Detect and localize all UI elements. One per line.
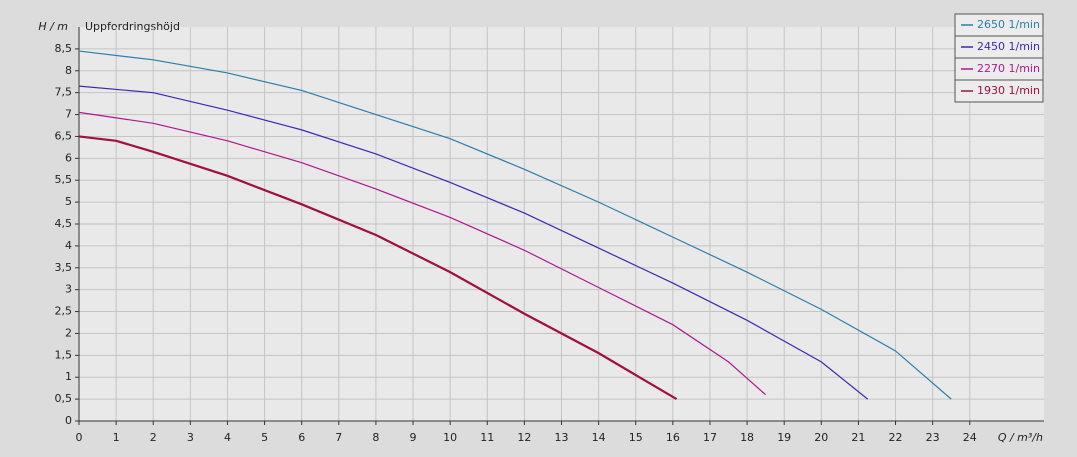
series-line <box>78 111 767 396</box>
x-tick-label: 18 <box>740 431 754 444</box>
y-tick-label: 5 <box>65 195 72 208</box>
x-axis-label: Q / m³/h <box>998 431 1043 444</box>
y-tick-label: 5,5 <box>55 173 73 186</box>
y-tick-label: 7 <box>65 108 72 121</box>
y-tick-label: 8 <box>65 64 72 77</box>
y-tick-label: 3,5 <box>55 261 73 274</box>
x-tick-label: 8 <box>372 431 379 444</box>
x-tick-label: 9 <box>410 431 417 444</box>
x-tick-label: 20 <box>814 431 828 444</box>
x-tick-label: 4 <box>224 431 231 444</box>
y-tick-label: 6 <box>65 151 72 164</box>
series-line <box>78 50 952 400</box>
y-tick-label: 4 <box>65 239 72 252</box>
legend-label: 2450 1/min <box>977 40 1040 53</box>
x-tick-label: 24 <box>963 431 977 444</box>
legend-label: 1930 1/min <box>977 84 1040 97</box>
x-tick-label: 7 <box>335 431 342 444</box>
y-tick-label: 2 <box>65 326 72 339</box>
x-tick-label: 3 <box>187 431 194 444</box>
y-tick-label: 3 <box>65 283 72 296</box>
y-tick-label: 0 <box>65 414 72 427</box>
y-tick-label: 4,5 <box>55 217 73 230</box>
x-tick-label: 13 <box>555 431 569 444</box>
x-tick-label: 21 <box>851 431 865 444</box>
x-tick-label: 14 <box>592 431 606 444</box>
x-tick-label: 2 <box>150 431 157 444</box>
x-tick-label: 10 <box>443 431 457 444</box>
x-tick-label: 15 <box>629 431 643 444</box>
x-tick-label: 16 <box>666 431 680 444</box>
x-tick-label: 5 <box>261 431 268 444</box>
x-tick-label: 17 <box>703 431 717 444</box>
x-tick-label: 11 <box>480 431 494 444</box>
y-tick-label: 8,5 <box>55 42 73 55</box>
x-tick-label: 12 <box>517 431 531 444</box>
series-line <box>78 135 678 401</box>
x-tick-label: 22 <box>889 431 903 444</box>
x-tick-label: 23 <box>926 431 940 444</box>
y-tick-label: 2,5 <box>55 305 73 318</box>
y-axis-label: H / m <box>38 20 68 33</box>
y-tick-label: 7,5 <box>55 86 73 99</box>
series-line <box>78 85 869 400</box>
y-tick-label: 1 <box>65 370 72 383</box>
y-tick-label: 6,5 <box>55 129 73 142</box>
legend-label: 2270 1/min <box>977 62 1040 75</box>
chart-title: Uppfordringshöjd <box>85 20 180 33</box>
x-tick-label: 19 <box>777 431 791 444</box>
x-tick-label: 1 <box>113 431 120 444</box>
x-tick-label: 6 <box>298 431 305 444</box>
legend-label: 2650 1/min <box>977 18 1040 31</box>
y-tick-label: 1,5 <box>55 348 73 361</box>
y-tick-label: 0,5 <box>55 392 73 405</box>
x-tick-label: 0 <box>76 431 83 444</box>
